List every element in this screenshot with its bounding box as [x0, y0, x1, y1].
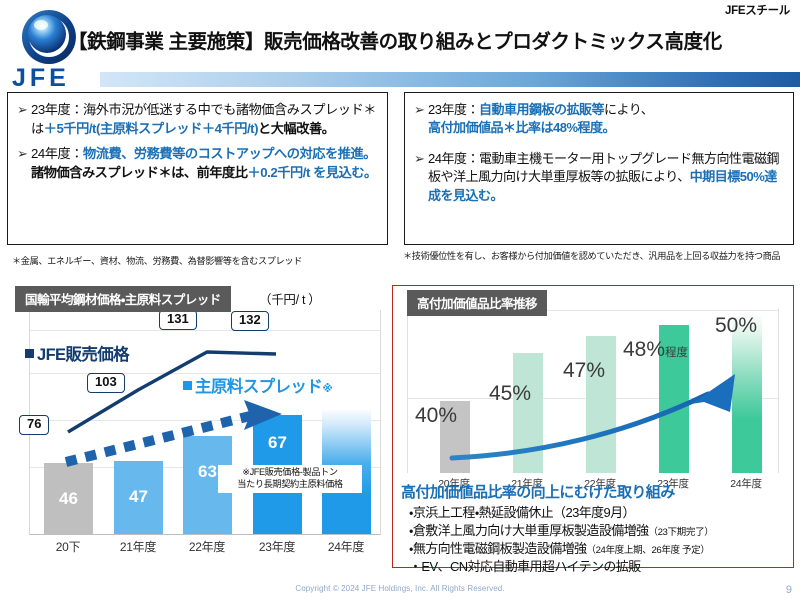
- bar-value-fy23: 67: [268, 433, 287, 452]
- x-label-fy22: 22年度: [188, 540, 226, 554]
- raw-material-spread-trend-arrow: [64, 400, 282, 467]
- left-summary-box: ➢ 23年度：海外市況が低迷する中でも諸物価含みスプレッド＊は＋5千円/t(主原…: [7, 92, 388, 245]
- bar-ratio-fy23: [659, 325, 689, 473]
- left-chart-inline-note: ※JFE販売価格-製品トン 当たり長期契約主原料価格: [218, 465, 362, 493]
- right-summary-box: ➢ 23年度：自動車用鋼板の拡販等により、 高付加価値品＊比率は48%程度。 ➢ …: [404, 92, 794, 245]
- right-bullet-fy23-text: 23年度：自動車用鋼板の拡販等により、 高付加価値品＊比率は48%程度。: [428, 102, 654, 136]
- x-label-ratio-fy24: 24年度: [730, 478, 762, 490]
- high-value-ratio-panel: 高付加価値品比率推移: [392, 285, 794, 574]
- jfe-logo: JFE: [6, 8, 124, 92]
- left-bullet-fy23-text: 23年度：海外市況が低迷する中でも諸物価含みスプレッド＊は＋5千円/t(主原料ス…: [31, 102, 376, 136]
- jfe-logo-text: JFE: [12, 64, 70, 92]
- bullet-item: ➢ 23年度：海外市況が低迷する中でも諸物価含みスプレッド＊は＋5千円/t(主原…: [14, 101, 381, 138]
- gridline: [30, 330, 380, 331]
- inline-note-line-1: ※JFE販売価格-製品トン: [242, 467, 338, 477]
- bullet-arrow-icon: ➢: [414, 102, 425, 117]
- header-accent-bar: [100, 72, 800, 87]
- actions-list: 高付加価値品比率の向上にむけた取り組み ・京浜上工程・熱延設備休止（23年度9月…: [401, 481, 787, 576]
- x-label-fy21: 21年度: [119, 540, 157, 554]
- ratio-label-fy21: 45%: [489, 382, 532, 405]
- gridline: [408, 310, 778, 311]
- callout-103: 103: [87, 373, 125, 393]
- legend-square-icon: [183, 381, 192, 390]
- copyright-notice: Copyright © 2024 JFE Holdings, Inc. All …: [295, 584, 505, 593]
- bar-value-20h2: 46: [59, 489, 78, 508]
- left-chart-x-axis: 20下 21年度 22年度 23年度 24年度: [29, 538, 381, 560]
- bullet-item: ➢ 24年度：電動車主機モーター用トップグレード無方向性電磁鋼板や洋上風力向け大…: [411, 150, 787, 205]
- bar-ratio-fy22: [586, 336, 616, 473]
- corporate-name: JFEスチール: [725, 5, 790, 17]
- page-title: 【鉄鋼事業 主要施策】販売価格改善の取り組みとプロダクトミックス高度化: [68, 31, 722, 53]
- action-item: ・京浜上工程・熱延設備休止（23年度9月）: [409, 505, 636, 520]
- gridline: [30, 420, 380, 421]
- x-label-fy24: 24年度: [327, 540, 365, 554]
- action-item: ・EV、CN対応自動車用超ハイテンの拡販: [409, 558, 641, 574]
- bar-value-fy21: 47: [129, 487, 148, 506]
- right-footnote: ＊技術優位性を有し、お客様から付加価値を認めていただき、汎用品を上回る収益力を持…: [403, 251, 781, 261]
- jfe-sphere-logo-icon: [21, 10, 76, 64]
- growth-trend-arrow: [449, 374, 735, 461]
- left-chart-tag: 国輸平均鋼材価格・主原料スプレッド: [15, 286, 231, 312]
- bullet-item: ➢ 23年度：自動車用鋼板の拡販等により、 高付加価値品＊比率は48%程度。: [411, 101, 787, 138]
- x-label-ratio-fy22: 22年度: [584, 478, 616, 490]
- bar-ratio-fy24: [732, 313, 762, 473]
- bar-value-fy22: 63: [198, 462, 217, 481]
- right-chart-plot-area: [407, 308, 779, 473]
- bullet-arrow-icon: ➢: [17, 146, 28, 162]
- bar-fy21: 47: [114, 461, 163, 534]
- x-label-ratio-fy20: 20年度: [438, 478, 470, 490]
- ratio-label-fy20: 40%: [415, 404, 458, 427]
- callout-76: 76: [19, 415, 50, 435]
- action-item: ・倉敷洋上風力向け大単重厚板製造設備増強（23下期完了）: [409, 522, 714, 538]
- x-label-20h2: 20下: [55, 540, 81, 554]
- gridline: [30, 373, 380, 374]
- legend-jfe-price: JFE販売価格: [25, 341, 130, 365]
- bullet-item: ➢ 24年度：物流費、労務費等のコストアップへの対応を推進。諸物価含みスプレッド…: [14, 145, 381, 182]
- right-chart-x-axis: 20年度 21年度 22年度 23年度 24年度: [407, 476, 779, 492]
- actions-title: 高付加価値品比率の向上にむけた取り組み: [401, 484, 675, 501]
- x-label-ratio-fy23: 23年度: [657, 478, 689, 490]
- right-bullet-fy24-text: 24年度：電動車主機モーター用トップグレード無方向性電磁鋼板や洋上風力向け大単重…: [428, 150, 779, 203]
- page-number: 9: [785, 584, 792, 596]
- bar-ratio-fy20: [440, 401, 470, 473]
- ratio-label-fy23: 48%程度: [623, 338, 689, 361]
- legend-square-icon: [25, 349, 34, 358]
- bullet-arrow-icon: ➢: [414, 150, 425, 166]
- bullet-arrow-icon: ➢: [17, 102, 28, 117]
- x-label-ratio-fy21: 21年度: [511, 478, 543, 490]
- steel-price-spread-chart: 国輸平均鋼材価格・主原料スプレッド （千円/ t ） 46 47 63 67: [7, 286, 388, 570]
- left-chart-plot-area: 46 47 63 67: [29, 310, 381, 535]
- callout-131: 131: [159, 310, 197, 330]
- left-footnote: ＊金属、エネルギー、資材、物流、労務費、為替影響等を含むスプレッド: [12, 256, 302, 266]
- right-chart-tag: 高付加価値品比率推移: [407, 290, 548, 316]
- jfe-price-line: [67, 350, 277, 434]
- callout-132: 132: [231, 311, 269, 331]
- legend-raw-material-spread: 主原料スプレッド※: [183, 373, 333, 397]
- left-bullet-fy24-text: 24年度：物流費、労務費等のコストアップへの対応を推進。諸物価含みスプレッド＊は…: [31, 146, 377, 181]
- action-item: ・無方向性電磁鋼板製造設備増強（24年度上期、26年度 予定）: [409, 540, 710, 556]
- x-label-fy23: 23年度: [258, 540, 296, 554]
- ratio-label-fy24: 50%: [715, 314, 758, 337]
- inline-note-line-2: 当たり長期契約主原料価格: [237, 478, 343, 489]
- ratio-label-fy22: 47%: [563, 359, 606, 382]
- left-chart-unit: （千円/ t ）: [259, 293, 321, 307]
- bar-20h2: 46: [44, 463, 93, 534]
